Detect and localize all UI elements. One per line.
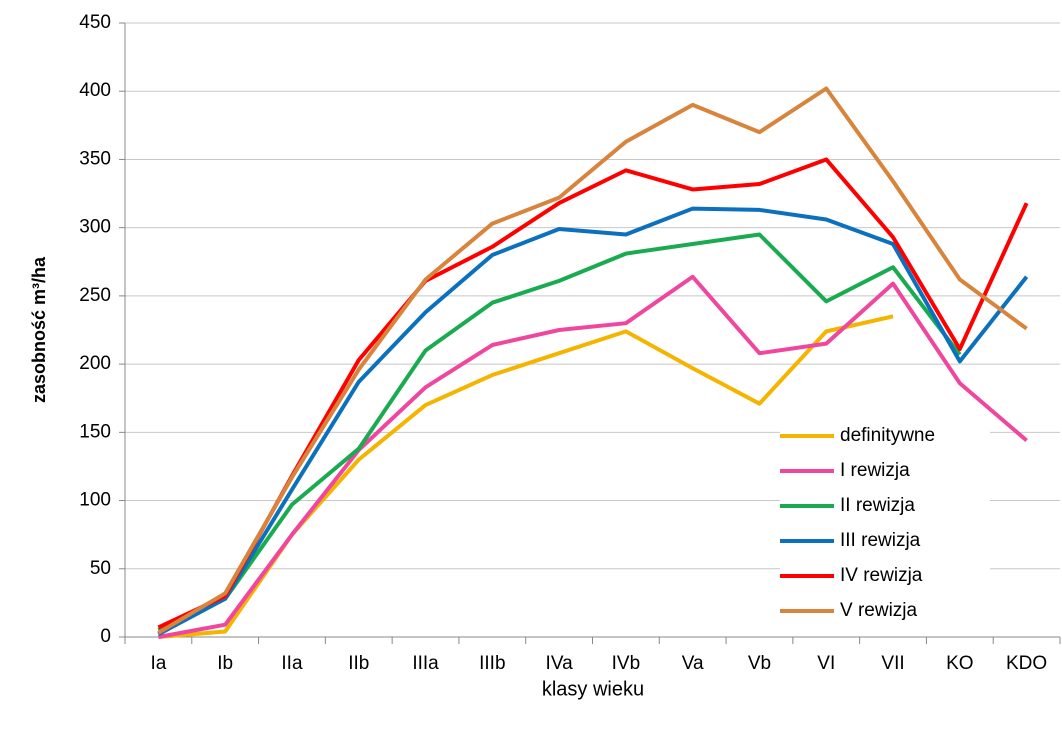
x-tick-label: Ib [217,653,233,674]
x-tick-label: VI [817,653,835,674]
x-tick-label: KDO [1006,653,1047,674]
legend-box [780,420,990,636]
y-tick-label: 300 [79,217,111,238]
y-tick-label: 400 [79,80,111,101]
series-line [157,232,962,632]
legend-label: definitywne [840,425,935,446]
legend-label: IV rewizja [840,565,923,586]
series-line [158,274,1028,639]
x-tick-label: VII [881,653,904,674]
legend-label: I rewizja [840,460,910,481]
x-tick-label: IVa [546,653,574,674]
x-tick-label: Va [682,653,704,674]
series-line [157,206,1029,637]
legend-label: V rewizja [840,600,918,621]
x-tick-label: IIIa [412,653,439,674]
y-tick-label: 350 [79,148,111,169]
x-tick-label: KO [946,653,973,674]
x-tick-label: IVb [612,653,641,674]
y-tick-label: 250 [79,285,111,306]
y-axis-label: zasobność m³/ha [29,256,49,403]
y-tick-label: 50 [90,558,111,579]
y-tick-label: 100 [79,490,111,511]
series-line [157,86,1028,635]
x-tick-label: Vb [748,653,771,674]
x-tick-label: IIIb [479,653,505,674]
x-axis-label: klasy wieku [542,678,644,700]
y-tick-label: 0 [100,626,111,647]
y-tick-label: 450 [79,12,111,33]
y-tick-label: 200 [79,353,111,374]
x-tick-label: IIb [348,653,369,674]
x-tick-label: Ia [150,653,166,674]
legend-label: III rewizja [840,530,921,551]
legend-label: II rewizja [840,495,915,516]
x-tick-label: IIa [281,653,303,674]
y-tick-label: 150 [79,421,111,442]
